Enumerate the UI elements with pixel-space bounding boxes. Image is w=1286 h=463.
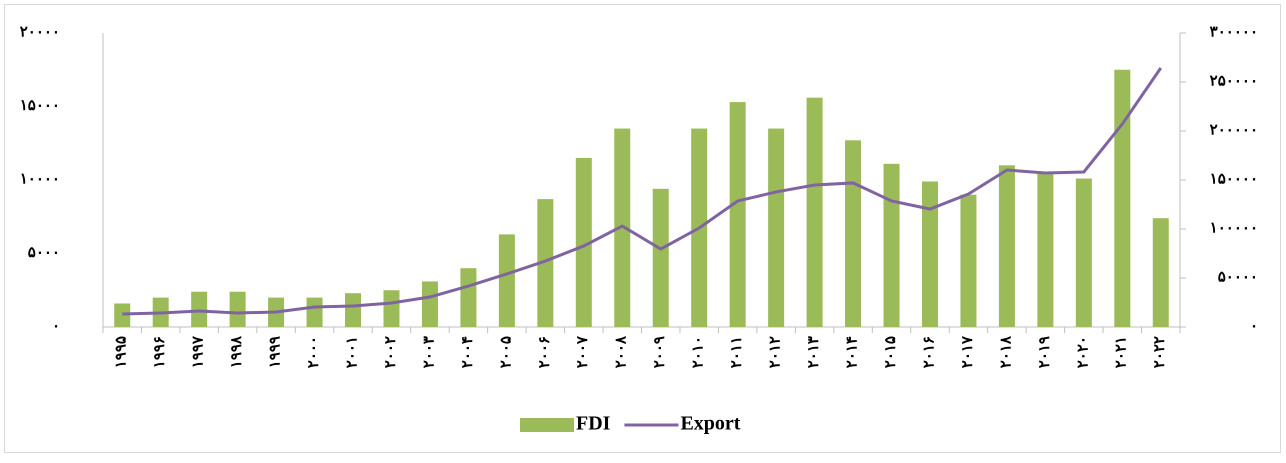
bar: [537, 199, 554, 327]
y2-tick-label: ۰: [1250, 318, 1258, 334]
bar: [998, 165, 1015, 327]
y2-tick-label: ۲۰۰۰۰۰: [1210, 122, 1258, 138]
x-tick-label: ۲۰۱۶: [921, 336, 937, 368]
x-tick-label: ۲۰۱۵: [883, 336, 899, 368]
x-tick-label: ۱۹۹۵: [114, 336, 130, 368]
x-tick-label: ۲۰۰۶: [537, 336, 553, 368]
bar: [575, 157, 592, 327]
bar: [383, 290, 400, 327]
x-tick-label: ۲۰۰۹: [652, 336, 668, 368]
x-tick-label: ۲۰۲۰: [1075, 336, 1091, 368]
y2-tick-label: ۳۰۰۰۰۰: [1210, 24, 1258, 40]
bar: [960, 194, 977, 327]
x-tick-label: ۲۰۱۴: [844, 336, 860, 368]
x-tick-label: ۱۹۹۶: [152, 336, 168, 368]
x-tick-label: ۱۹۹۷: [191, 335, 207, 368]
x-tick-label: ۲۰۱۰: [691, 336, 707, 368]
bar: [1037, 172, 1054, 327]
x-tick-label: ۲۰۰۵: [498, 336, 514, 368]
x-tick-label: ۲۰۱۳: [806, 336, 822, 368]
x-tick-label: ۲۰۲۲: [1152, 336, 1168, 368]
bar: [306, 297, 323, 327]
y2-tick-label: ۵۰۰۰۰: [1218, 269, 1258, 285]
line: [122, 67, 1163, 316]
bar: [191, 291, 208, 327]
y-tick-label: ۰: [52, 318, 60, 334]
x-tick-label: ۱۹۹۸: [229, 335, 245, 368]
x-tick-label: ۲۰۱۷: [960, 335, 976, 368]
bar: [1075, 178, 1092, 327]
bar: [652, 188, 669, 327]
y-tick-label: ۲۰۰۰۰: [20, 24, 60, 40]
legend-label: FDI: [576, 413, 611, 435]
bar: [1114, 69, 1131, 327]
bar: [768, 128, 785, 327]
y-tick-label: ۵۰۰۰: [28, 245, 60, 261]
x-tick-label: ۲۰۱۲: [768, 336, 784, 368]
bar: [1152, 218, 1169, 327]
bar: [729, 102, 746, 327]
bar: [845, 140, 862, 327]
bar: [806, 97, 823, 328]
chart-border: [4, 4, 1281, 453]
bar: [883, 163, 900, 327]
bar: [921, 181, 938, 327]
y-tick-label: ۱۰۰۰۰: [20, 171, 60, 187]
x-tick-label: ۲۰۰۳: [421, 336, 437, 368]
x-tick-label: ۲۰۰۴: [460, 336, 476, 368]
x-tick-label: ۲۰۰۷: [575, 335, 591, 368]
bar: [114, 303, 131, 327]
x-tick-label: ۲۰۰۲: [383, 336, 399, 368]
x-tick-label: ۲۰۰۱: [344, 336, 360, 368]
bar: [498, 234, 515, 327]
x-tick-label: ۲۰۱۹: [1037, 336, 1053, 368]
bar: [229, 291, 246, 327]
x-tick-label: ۲۰۱۱: [729, 336, 745, 368]
x-tick-label: ۲۰۰۸: [614, 335, 630, 368]
y-tick-label: ۱۵۰۰۰: [20, 98, 60, 114]
bar: [460, 268, 477, 327]
y2-tick-label: ۲۵۰۰۰۰: [1210, 73, 1258, 89]
y2-tick-label: ۱۰۰۰۰۰: [1210, 220, 1258, 236]
legend-swatch: [520, 418, 574, 432]
x-tick-label: ۲۰۰۰: [306, 336, 322, 368]
x-tick-label: ۲۰۲۱: [1114, 336, 1130, 368]
bar: [421, 281, 438, 327]
bar: [345, 293, 362, 327]
y2-tick-label: ۱۵۰۰۰۰: [1210, 171, 1258, 187]
x-tick-label: ۱۹۹۹: [268, 336, 284, 368]
x-tick-label: ۲۰۱۸: [998, 335, 1014, 368]
legend-label: Export: [680, 413, 740, 435]
